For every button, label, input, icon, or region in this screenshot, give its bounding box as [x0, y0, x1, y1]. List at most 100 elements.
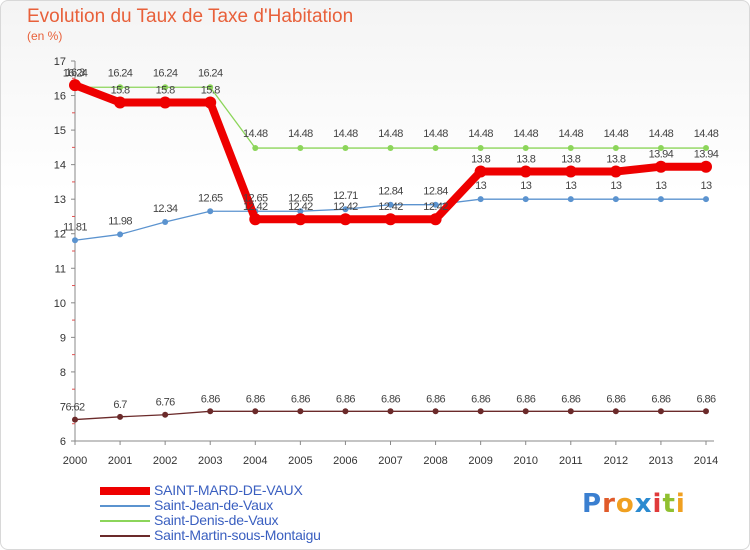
data-point [612, 145, 619, 152]
y-tick-label: 11 [55, 263, 66, 275]
y-tick-label: 6 [60, 436, 66, 448]
x-tick-label: 2011 [559, 455, 583, 467]
legend-swatch [100, 535, 150, 537]
y-tick-label: 7 [60, 401, 66, 413]
data-point [609, 165, 622, 178]
data-point [297, 208, 304, 215]
data-point [703, 408, 709, 415]
logo-letter: r [602, 489, 616, 519]
x-tick-label: 2004 [243, 455, 267, 467]
data-label: 13.8 [516, 154, 535, 166]
data-label: 6.86 [561, 393, 580, 405]
data-point [429, 213, 442, 226]
legend-label: SAINT-MARD-DE-VAUX [154, 482, 303, 498]
data-label: 12.42 [333, 201, 358, 213]
data-label: 14.48 [333, 128, 358, 140]
data-label: 15.8 [156, 84, 175, 96]
legend-swatch [100, 520, 150, 522]
data-point [117, 413, 124, 420]
data-point [72, 416, 78, 423]
data-point [612, 196, 619, 203]
chart-data-labels: 16.3 15.8 15.8 15.8 12.42 12.42 12.42 12.42 12.4… [63, 67, 720, 413]
data-label: 15.8 [201, 84, 220, 96]
data-point [207, 408, 214, 415]
data-point [159, 96, 172, 109]
chart-lines [69, 79, 712, 423]
data-point [342, 408, 349, 415]
data-label: 12.84 [378, 186, 403, 198]
data-point [474, 165, 487, 178]
data-label: 6.86 [381, 393, 400, 405]
data-label: 13.94 [694, 149, 719, 161]
data-label: 13.8 [606, 154, 625, 166]
data-point [387, 408, 394, 415]
data-point [339, 213, 352, 226]
data-label: 14.48 [604, 128, 629, 140]
data-point [522, 196, 529, 203]
data-point [654, 160, 667, 173]
x-tick-label: 2008 [423, 455, 447, 467]
y-tick-label: 16 [54, 91, 66, 103]
x-tick-label: 2014 [694, 455, 718, 467]
data-label: 13 [520, 180, 532, 192]
data-point [657, 145, 664, 152]
data-label: 14.48 [378, 128, 403, 140]
data-label: 14.48 [288, 128, 313, 140]
x-tick-label: 2013 [649, 455, 673, 467]
proxiti-logo: Proxiti [582, 489, 686, 519]
data-label: 14.48 [649, 128, 674, 140]
legend-item-saint-jean-de-vaux: Saint-Jean-de-Vaux [100, 497, 420, 514]
y-tick-label: 9 [60, 332, 66, 344]
chart-unit: (en %) [27, 29, 63, 43]
data-point [162, 218, 169, 225]
data-label: 16.24 [153, 67, 178, 79]
data-point [477, 145, 484, 152]
legend-label: Saint-Martin-sous-Montaigu [154, 527, 321, 543]
data-label: 12.65 [288, 192, 313, 204]
data-label: 11.98 [108, 215, 132, 227]
data-point [703, 196, 709, 203]
data-point [477, 196, 484, 203]
data-label: 13.8 [561, 154, 580, 166]
x-tick-label: 2001 [108, 455, 132, 467]
data-label: 6.86 [426, 393, 445, 405]
y-tick-label: 15 [54, 125, 66, 137]
data-label: 16.24 [63, 67, 88, 79]
data-label: 16.24 [108, 67, 133, 79]
data-point [162, 84, 169, 91]
data-label: 14.48 [468, 128, 493, 140]
logo-letter: i [652, 489, 663, 519]
legend: SAINT-MARD-DE-VAUX Saint-Jean-de-Vaux Sa… [100, 482, 420, 544]
x-tick-label: 2000 [63, 455, 87, 467]
data-label: 14.48 [694, 128, 719, 140]
data-point [252, 145, 259, 152]
y-tick-label: 12 [54, 229, 66, 241]
logo-letter: P [582, 489, 603, 519]
data-label: 6.86 [696, 393, 715, 405]
x-tick-label: 2003 [198, 455, 222, 467]
data-point [387, 145, 394, 152]
data-label: 12.71 [333, 190, 358, 202]
data-label: 16.3 [65, 67, 84, 79]
y-tick-label: 13 [54, 194, 66, 206]
data-label: 15.8 [111, 84, 130, 96]
y-tick-label: 14 [54, 160, 66, 172]
data-point [703, 145, 709, 152]
data-point [522, 145, 529, 152]
data-label: 13 [700, 180, 712, 192]
data-point [612, 408, 619, 415]
data-point [657, 408, 664, 415]
logo-letter: x [634, 489, 653, 519]
legend-swatch [100, 505, 150, 507]
data-point [204, 96, 217, 109]
data-point [384, 213, 397, 226]
data-label: 11.81 [63, 221, 87, 233]
data-label: 6.86 [291, 393, 310, 405]
data-point [477, 408, 484, 415]
data-label: 12.42 [243, 201, 268, 213]
data-label: 14.48 [513, 128, 538, 140]
data-point [297, 408, 304, 415]
data-label: 6.86 [201, 393, 220, 405]
